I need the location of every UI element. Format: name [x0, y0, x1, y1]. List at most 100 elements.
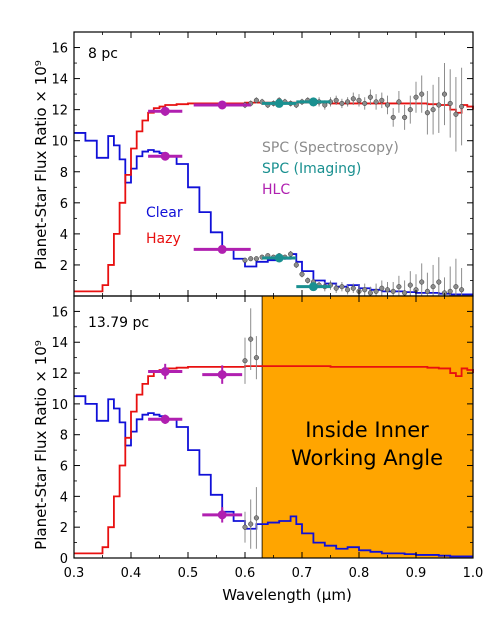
spc-spectroscopy-point [436, 279, 442, 285]
spc-spectroscopy-point [419, 279, 425, 285]
x-tick-label: 0.4 [121, 566, 142, 581]
spc-spectroscopy-point [379, 97, 385, 103]
hazy-model-line [74, 365, 474, 555]
panel-label: 8 pc [88, 46, 118, 62]
spc-spectroscopy-point [402, 114, 408, 120]
legend-spc-imaging: SPC (Imaging) [262, 161, 361, 177]
spc-imaging-point [274, 98, 284, 108]
spc-spectroscopy-point [407, 282, 413, 288]
panel-top: 2 4 6 8 10 12 14 16 8 pc SPC (Spectroscopy) SPC… [32, 31, 474, 297]
legend-spc-spectroscopy: SPC (Spectroscopy) [262, 140, 399, 156]
spc-spectroscopy-point [384, 287, 391, 293]
spc-spectroscopy-point [367, 94, 373, 100]
x-axis-label: Wavelength (μm) [222, 586, 352, 604]
spc-spectroscopy-point [253, 515, 259, 521]
spc-spectroscopy-point [396, 284, 402, 290]
y-tick-label: 10 [51, 398, 68, 413]
y-tick-label: 2 [60, 521, 68, 536]
y-tick-label: 6 [60, 460, 68, 475]
spc-spectroscopy-point [436, 102, 442, 108]
hlc-point [217, 244, 227, 254]
spc-spectroscopy-point [242, 524, 248, 530]
spc-spectroscopy-point [407, 107, 413, 113]
spc-spectroscopy-point [253, 256, 259, 262]
spc-spectroscopy-point [447, 288, 453, 294]
spc-spectroscopy-point [333, 97, 339, 103]
y-tick-label: 4 [60, 228, 68, 243]
x-tick-label: 0.7 [292, 566, 313, 581]
y-tick-label: 12 [51, 104, 68, 119]
x-tick-label: 0.5 [178, 566, 199, 581]
y-tick-label: 14 [51, 336, 68, 351]
y-axis-label-bottom: Planet-Star Flux Ratio × 10⁹ [32, 340, 50, 550]
spc-spectroscopy-point [402, 290, 408, 296]
spc-spectroscopy-point [430, 284, 436, 290]
spc-spectroscopy-point [430, 107, 436, 113]
spc-spectroscopy-point [253, 97, 259, 103]
y-tick-label: 6 [60, 197, 68, 212]
spc-spectroscopy-point [350, 285, 356, 291]
y-axis-label-top: Planet-Star Flux Ratio × 10⁹ [32, 60, 50, 270]
spc-spectroscopy-point [288, 251, 294, 257]
spc-spectroscopy-point [390, 114, 396, 120]
x-tick-label: 0.3 [64, 566, 85, 581]
spc-spectroscopy-point [345, 287, 351, 293]
spc-spectroscopy-point [253, 355, 259, 361]
spc-spectroscopy-point [379, 285, 385, 291]
y-tick-label: 8 [60, 429, 68, 444]
region-label-line1: Inside Inner [305, 418, 429, 442]
hlc-point [160, 151, 170, 161]
clear-model-line [74, 132, 473, 296]
x-tick-label: 0.6 [235, 566, 256, 581]
spc-imaging-point [274, 253, 284, 263]
hlc-point [160, 414, 170, 424]
spc-spectroscopy-point [248, 256, 254, 262]
legend-clear: Clear [146, 205, 183, 221]
y-tick-label: 14 [51, 73, 68, 88]
hlc-point [217, 510, 227, 520]
y-tick-label: 16 [51, 305, 68, 320]
spc-spectroscopy-point [413, 94, 419, 100]
spc-spectroscopy-point [248, 521, 254, 527]
x-tick-label: 0.9 [406, 566, 427, 581]
y-tick-label: 8 [60, 166, 68, 181]
spc-spectroscopy-point [459, 287, 465, 293]
y-tick-label: 16 [51, 42, 68, 57]
spc-spectroscopy-point [248, 336, 254, 342]
spc-spectroscopy-point [362, 100, 368, 106]
spc-spectroscopy-point [373, 99, 379, 105]
spc-spectroscopy-point [424, 288, 430, 294]
y-tick-label: 4 [60, 490, 68, 505]
spc-spectroscopy-point [362, 287, 368, 293]
x-tick-label: 0.8 [349, 566, 370, 581]
y-tick-label: 0 [60, 552, 68, 567]
spc-spectroscopy-point [299, 271, 305, 277]
spc-spectroscopy-point [396, 99, 402, 105]
region-label-line2: Working Angle [291, 446, 443, 470]
spc-spectroscopy-point [293, 262, 299, 268]
hlc-point [160, 367, 170, 377]
spc-spectroscopy-point [339, 100, 345, 106]
spc-imaging-point [308, 97, 318, 107]
hlc-point [160, 106, 170, 116]
spc-spectroscopy-point [345, 99, 351, 105]
spc-spectroscopy-point [367, 290, 373, 296]
hlc-point [217, 370, 227, 380]
spc-spectroscopy-point [453, 111, 459, 117]
spc-spectroscopy-point [441, 91, 448, 97]
spc-spectroscopy-point [242, 358, 248, 364]
spc-spectroscopy-point [242, 257, 248, 263]
spc-spectroscopy-point [424, 110, 430, 116]
spc-spectroscopy-point [339, 284, 345, 290]
legend-hazy: Hazy [146, 231, 181, 247]
y-tick-label: 10 [51, 135, 68, 150]
spc-spectroscopy-point [305, 277, 311, 284]
spc-spectroscopy-point [384, 102, 391, 108]
y-tick-label: 2 [60, 259, 68, 274]
spc-imaging-point [308, 282, 318, 292]
hlc-point [217, 100, 227, 110]
spc-spectroscopy-point [356, 97, 362, 103]
spc-spectroscopy-point [390, 288, 396, 294]
x-tick-label: 1.0 [463, 566, 484, 581]
